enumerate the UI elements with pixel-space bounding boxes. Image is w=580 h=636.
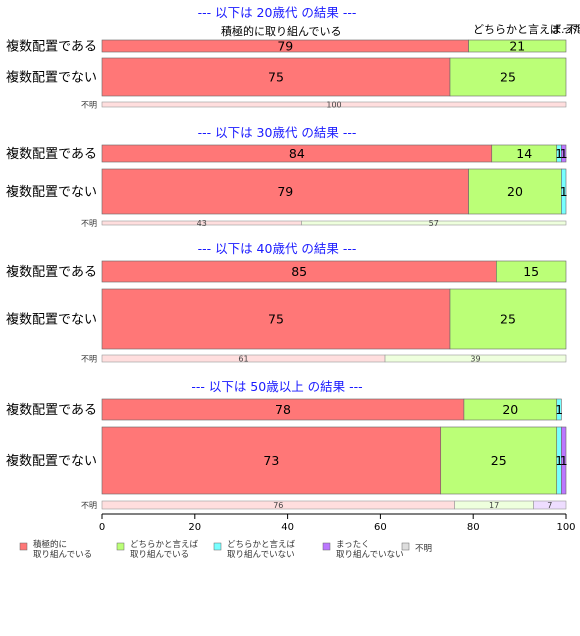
- value-label-1-2-1: 57: [429, 219, 439, 228]
- value-label-3-1-1: 25: [491, 453, 507, 468]
- value-label-1-0-2: 1: [555, 146, 563, 161]
- row-label-1-2: 不明: [81, 219, 97, 228]
- row-label-3-1: 複数配置でない: [6, 453, 97, 469]
- value-label-2-1-0: 75: [268, 312, 284, 327]
- row-label-2-0: 複数配置である: [6, 264, 97, 280]
- legend-label-1-line1: どちらかと言えば: [130, 539, 199, 550]
- row-label-1-0: 複数配置である: [6, 146, 97, 162]
- x-tick-label-4: 80: [467, 522, 480, 533]
- legend-label-1-line2: 取り組んでいる: [130, 549, 189, 560]
- bar-segment-1-1-1: [468, 168, 562, 215]
- bar-segment-3-2-3: [533, 500, 567, 510]
- legend-label-3-line2: 取り組んでいない: [336, 549, 404, 560]
- bar-segment-1-2-1: [301, 220, 567, 226]
- legend-label-0-line1: 積極的に: [33, 539, 67, 550]
- bar-segment-3-0-2: [556, 398, 562, 421]
- row-label-2-1: 複数配置でない: [6, 312, 97, 328]
- bar-segment-2-1-1: [449, 288, 567, 350]
- value-label-1-0-1: 14: [516, 146, 532, 161]
- value-label-3-1-0: 73: [263, 453, 279, 468]
- x-tick-label-5: 100: [556, 522, 575, 533]
- value-label-0-1-0: 75: [268, 70, 284, 85]
- bar-segment-2-2-1: [384, 354, 567, 363]
- legend-swatch-0: [19, 542, 28, 551]
- value-label-0-0-1: 21: [509, 39, 525, 54]
- value-label-2-1-1: 25: [500, 312, 516, 327]
- value-label-3-2-1: 17: [489, 501, 499, 510]
- bar-segment-1-1-2: [561, 168, 567, 215]
- bar-segment-3-1-0: [101, 426, 442, 495]
- x-tick-label-1: 20: [188, 522, 201, 533]
- legend-label-2-line2: 取り組んでいない: [227, 549, 295, 560]
- row-label-0-1: 複数配置でない: [6, 70, 97, 86]
- legend-label-4-line1: 不明: [415, 544, 432, 554]
- bar-segment-2-0-1: [496, 260, 567, 283]
- value-label-2-2-0: 61: [238, 355, 248, 364]
- legend-swatch-1: [116, 542, 125, 551]
- value-label-1-0-3: 1: [560, 146, 568, 161]
- value-label-0-1-1: 25: [500, 70, 516, 85]
- panel-title-0: --- 以下は 20歳代 の結果 ---: [198, 5, 357, 20]
- value-label-3-2-0: 76: [273, 501, 283, 510]
- value-label-3-1-2: 1: [555, 453, 563, 468]
- value-label-0-2-0: 100: [326, 101, 341, 110]
- value-label-2-2-1: 39: [470, 355, 480, 364]
- bar-segment-1-0-3: [561, 144, 567, 163]
- value-label-3-1-3: 1: [560, 453, 568, 468]
- legend-label-0-line2: 取り組んでいる: [33, 549, 92, 560]
- value-label-2-0-0: 85: [291, 264, 307, 279]
- top-label-2: まった...: [551, 23, 580, 36]
- value-label-1-0-0: 84: [289, 146, 305, 161]
- row-label-1-1: 複数配置でない: [6, 184, 97, 200]
- row-label-3-2: 不明: [81, 501, 97, 510]
- value-label-0-0-0: 79: [277, 39, 293, 54]
- value-label-3-0-2: 1: [555, 402, 563, 417]
- bar-segment-0-1-1: [449, 57, 567, 97]
- bar-segment-3-1-1: [440, 426, 558, 495]
- value-label-3-0-0: 78: [275, 402, 291, 417]
- x-tick-label-3: 60: [374, 522, 387, 533]
- panel-title-2: --- 以下は 40歳代 の結果 ---: [198, 241, 357, 256]
- row-label-0-0: 複数配置である: [6, 39, 97, 55]
- value-label-1-1-0: 79: [277, 184, 293, 199]
- value-label-1-1-1: 20: [507, 184, 523, 199]
- legend-label-3-line1: まったく: [336, 540, 370, 550]
- top-label-1: どちらかと言えば...: [473, 23, 572, 36]
- x-tick-label-0: 0: [99, 522, 105, 533]
- legend-label-2-line1: どちらかと言えば: [227, 539, 296, 550]
- bar-segment-2-1-0: [101, 288, 451, 350]
- bar-segment-3-1-3: [561, 426, 567, 495]
- row-label-2-2: 不明: [81, 355, 97, 364]
- bar-segment-1-1-0: [101, 168, 469, 215]
- bar-segment-0-1-0: [101, 57, 451, 97]
- top-label-3: 不明: [566, 23, 580, 36]
- bar-segment-0-2-0: [101, 101, 567, 108]
- legend-swatch-4: [401, 542, 410, 551]
- bar-segment-0-0-1: [468, 39, 567, 53]
- value-label-1-2-0: 43: [197, 219, 207, 228]
- row-label-0-2: 不明: [81, 101, 97, 110]
- row-label-3-0: 複数配置である: [6, 402, 97, 418]
- value-label-2-0-1: 15: [523, 264, 539, 279]
- x-tick-label-2: 40: [281, 522, 294, 533]
- top-label-0: 積極的に取り組んでいる: [221, 24, 341, 38]
- legend-swatch-3: [322, 542, 331, 551]
- legend-swatch-2: [213, 542, 222, 551]
- panel-title-3: --- 以下は 50歳以上 の結果 ---: [191, 379, 362, 394]
- value-label-3-0-1: 20: [502, 402, 518, 417]
- value-label-3-2-3: 7: [547, 501, 552, 510]
- panel-title-1: --- 以下は 30歳代 の結果 ---: [198, 125, 357, 140]
- value-label-1-1-2: 1: [560, 184, 568, 199]
